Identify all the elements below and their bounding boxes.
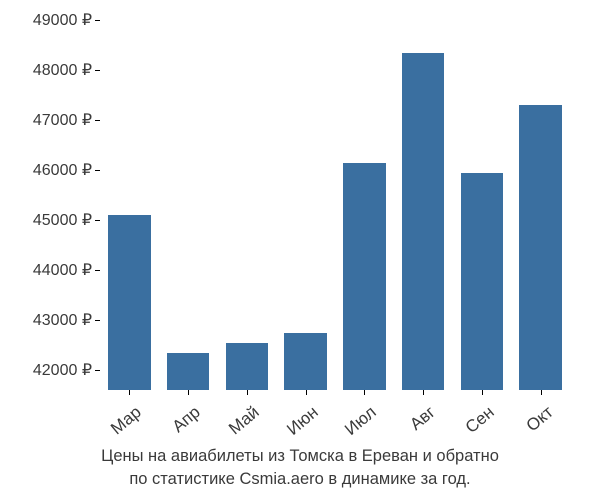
y-tick-mark <box>95 170 100 171</box>
x-tick-label: Апр <box>161 402 204 443</box>
y-tick-label: 46000 ₽ <box>33 160 92 180</box>
x-tick-label: Май <box>220 402 263 443</box>
y-tick-mark <box>95 370 100 371</box>
bar <box>402 53 444 391</box>
x-tick-mark <box>423 390 424 395</box>
bar <box>461 173 503 391</box>
x-tick-mark <box>188 390 189 395</box>
bar <box>284 333 326 391</box>
caption-line-1: Цены на авиабилеты из Томска в Ереван и … <box>101 447 499 465</box>
y-tick-label: 42000 ₽ <box>33 360 92 380</box>
x-tick-label: Июл <box>337 402 380 443</box>
y-tick-mark <box>95 120 100 121</box>
bar <box>108 215 150 390</box>
bar <box>167 353 209 391</box>
y-tick-mark <box>95 270 100 271</box>
y-tick-mark <box>95 320 100 321</box>
y-tick-mark <box>95 70 100 71</box>
caption-line-2: по статистике Csmia.aero в динамике за г… <box>129 470 470 488</box>
chart-caption: Цены на авиабилеты из Томска в Ереван и … <box>0 445 600 490</box>
x-tick-label: Июн <box>279 402 322 443</box>
x-tick-mark <box>364 390 365 395</box>
x-tick-mark <box>129 390 130 395</box>
bar <box>519 105 561 390</box>
x-tick-label: Мар <box>102 402 145 443</box>
y-tick-label: 43000 ₽ <box>33 310 92 330</box>
price-chart: 42000 ₽ 43000 ₽ 44000 ₽ 45000 ₽ 46000 ₽ 47000… <box>0 0 600 500</box>
y-tick-label: 45000 ₽ <box>33 210 92 230</box>
y-tick-label: 44000 ₽ <box>33 260 92 280</box>
y-tick-mark <box>95 220 100 221</box>
x-tick-mark <box>247 390 248 395</box>
x-tick-label: Авг <box>396 402 439 443</box>
y-tick-label: 48000 ₽ <box>33 60 92 80</box>
plot-area <box>100 20 570 390</box>
y-tick-label: 49000 ₽ <box>33 10 92 30</box>
x-tick-label: Сен <box>455 402 498 443</box>
x-tick-mark <box>541 390 542 395</box>
x-tick-mark <box>306 390 307 395</box>
x-tick-label: Окт <box>514 402 557 443</box>
y-tick-label: 47000 ₽ <box>33 110 92 130</box>
bar <box>226 343 268 391</box>
y-tick-mark <box>95 20 100 21</box>
x-tick-mark <box>482 390 483 395</box>
bar <box>343 163 385 391</box>
